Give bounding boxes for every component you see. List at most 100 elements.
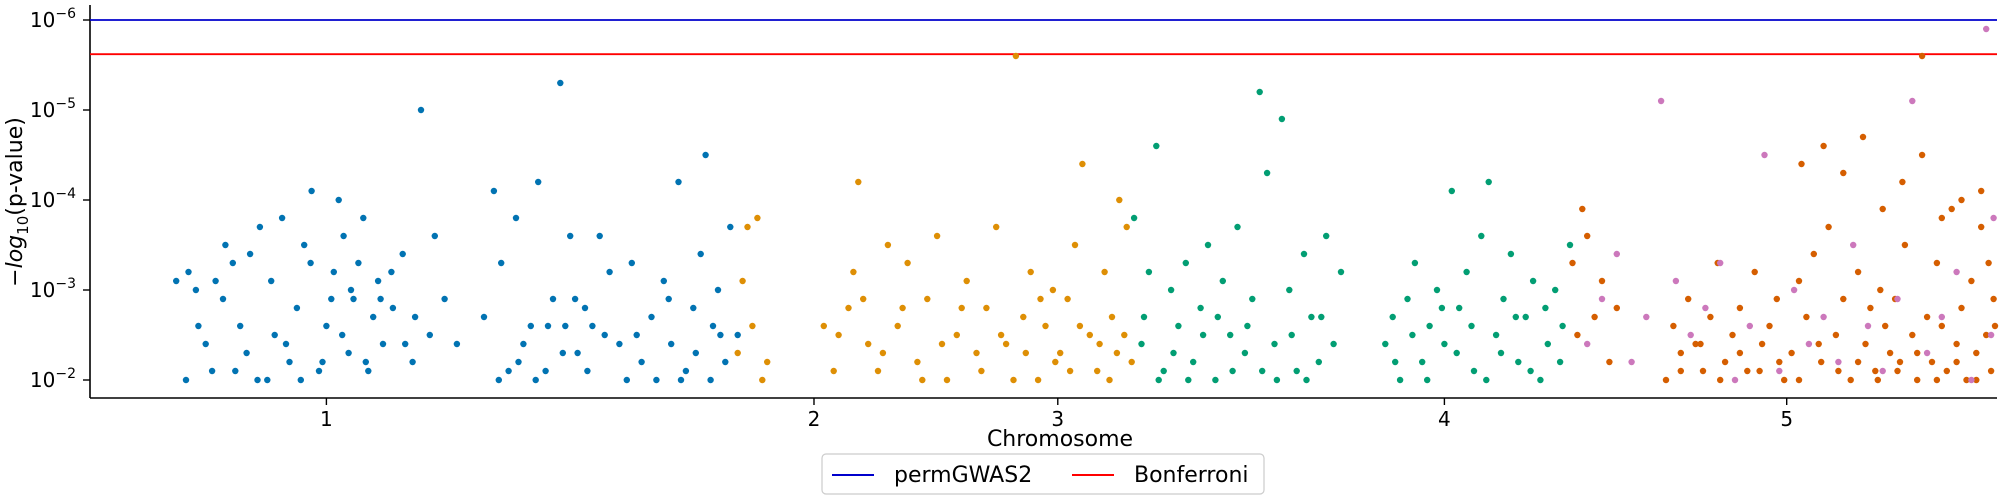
data-point-chr3 — [1256, 88, 1263, 96]
data-point-chr1 — [202, 340, 209, 348]
data-point-chr1 — [379, 340, 387, 348]
data-point-chr4 — [1795, 277, 1803, 285]
data-point-chr4 — [1685, 295, 1692, 303]
data-point-chr3 — [1556, 358, 1564, 366]
data-point-chr2 — [997, 331, 1005, 339]
data-point-chr1 — [431, 232, 438, 240]
data-point-chr1 — [297, 376, 304, 384]
data-point-chr4 — [1978, 223, 1985, 231]
data-point-chr4 — [1736, 304, 1744, 312]
data-point-chr1 — [727, 223, 734, 231]
data-point-chr1 — [441, 295, 448, 303]
data-point-chr2 — [879, 349, 887, 357]
data-point-chr3 — [1497, 349, 1505, 357]
y-tick-label: 10−2 — [30, 366, 76, 392]
data-point-chr2 — [1002, 340, 1010, 348]
data-point-chr4 — [1776, 358, 1783, 366]
data-point-chr1 — [237, 322, 244, 330]
data-point-chr4 — [1677, 367, 1685, 375]
data-point-chr4 — [1963, 376, 1970, 384]
data-point-chr4 — [1923, 313, 1931, 321]
data-point-chr3 — [1515, 358, 1522, 366]
data-point-chr1 — [571, 295, 579, 303]
data-point-chr4 — [1862, 340, 1869, 348]
data-point-chr4 — [1943, 367, 1951, 375]
data-point-chr1 — [722, 358, 729, 366]
y-tick-label: 10−3 — [30, 276, 76, 302]
data-point-chr3 — [1155, 376, 1162, 384]
data-point-chr2 — [1113, 349, 1121, 357]
data-point-chr4 — [1909, 331, 1916, 339]
data-point-chr1 — [562, 322, 569, 330]
data-point-chr2 — [1128, 358, 1135, 366]
data-point-chr4 — [1788, 349, 1795, 357]
data-point-chr4 — [1938, 214, 1946, 222]
data-point-chr1 — [690, 304, 697, 312]
data-point-chr4 — [1948, 205, 1955, 213]
data-point-chr2 — [1020, 313, 1027, 321]
data-point-chr1 — [268, 277, 275, 285]
data-point-chr3 — [1214, 313, 1222, 321]
data-point-chr2 — [919, 376, 926, 384]
data-point-chr4 — [1756, 367, 1763, 375]
data-point-chr3 — [1138, 340, 1145, 348]
data-point-chr4 — [1983, 331, 1990, 339]
data-point-chr2 — [764, 358, 771, 366]
data-point-chr2 — [993, 223, 1000, 231]
data-point-chr1 — [293, 304, 301, 312]
data-point-chr2 — [734, 349, 741, 357]
data-point-chr4 — [1697, 340, 1704, 348]
data-point-chr5 — [1761, 151, 1768, 159]
data-point-chr2 — [1066, 367, 1074, 375]
data-point-chr2 — [1071, 241, 1079, 249]
data-point-chr2 — [874, 367, 882, 375]
data-point-chr3 — [1249, 295, 1256, 303]
data-point-chr4 — [1894, 367, 1901, 375]
data-point-chr4 — [1879, 205, 1886, 213]
data-point-chr2 — [830, 367, 837, 375]
data-point-chr1 — [692, 349, 699, 357]
data-point-chr4 — [1798, 160, 1805, 168]
data-point-chr3 — [1212, 376, 1219, 384]
data-point-chr4 — [1835, 367, 1842, 375]
data-point-chr1 — [675, 178, 682, 186]
data-point-chr1 — [212, 277, 219, 285]
data-point-chr4 — [1918, 52, 1926, 60]
data-point-chr1 — [347, 286, 355, 294]
data-point-chr5 — [1990, 214, 1997, 222]
data-point-chr3 — [1227, 331, 1234, 339]
data-point-chr3 — [1485, 178, 1492, 186]
data-point-chr4 — [1854, 268, 1862, 276]
x-tick-label: 2 — [808, 407, 821, 431]
data-point-chr5 — [1835, 358, 1842, 366]
data-point-chr1 — [278, 214, 286, 222]
data-point-chr1 — [402, 340, 409, 348]
data-point-chr5 — [1657, 97, 1665, 105]
data-point-chr4 — [1662, 376, 1670, 384]
data-point-chr3 — [1303, 376, 1310, 384]
data-point-chr1 — [335, 196, 342, 204]
data-point-chr1 — [282, 340, 290, 348]
data-point-chr3 — [1507, 250, 1515, 258]
data-point-chr1 — [246, 250, 254, 258]
data-point-chr2 — [1022, 349, 1029, 357]
legend-label-permgwas2: permGWAS2 — [894, 463, 1032, 488]
data-point-chr5 — [1953, 268, 1960, 276]
data-point-chr3 — [1204, 241, 1212, 249]
data-point-chr4 — [1699, 367, 1707, 375]
legend: permGWAS2 Bonferroni — [821, 453, 1265, 495]
data-point-chr4 — [1606, 358, 1613, 366]
data-point-chr1 — [345, 349, 352, 357]
data-point-chr5 — [1717, 259, 1724, 267]
data-point-chr4 — [1958, 196, 1965, 204]
data-point-chr4 — [1973, 349, 1980, 357]
data-point-chr2 — [749, 322, 756, 330]
data-point-chr4 — [1973, 376, 1980, 384]
data-point-chr4 — [1815, 340, 1822, 348]
data-point-chr2 — [1116, 196, 1123, 204]
data-point-chr3 — [1288, 331, 1295, 339]
data-point-chr1 — [350, 295, 357, 303]
data-point-chr4 — [1717, 376, 1724, 384]
data-point-chr1 — [677, 376, 685, 384]
data-point-chr4 — [1758, 340, 1766, 348]
